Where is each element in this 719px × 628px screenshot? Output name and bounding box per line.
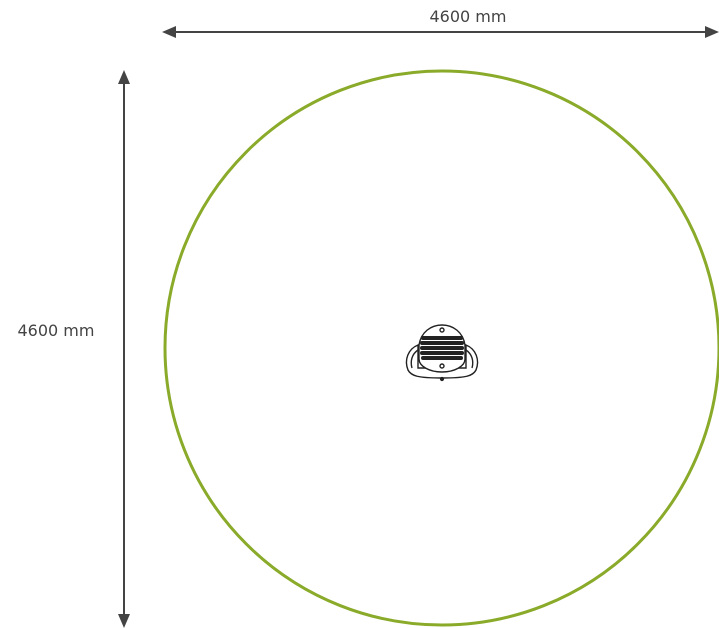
width-arrow-right-icon: [705, 26, 719, 38]
width-dimension: 4600 mm: [162, 2, 719, 38]
height-label: 4600 mm: [18, 321, 95, 340]
safety-zone-circle: [163, 69, 719, 627]
spring-rider-top-view-icon: [405, 324, 479, 382]
height-arrow-bottom-icon: [118, 614, 130, 628]
height-dimension: 4600 mm: [18, 70, 130, 628]
width-label-background: [410, 2, 528, 28]
width-label: 4600 mm: [430, 7, 507, 26]
height-arrow-top-icon: [118, 70, 130, 84]
width-arrow-left-icon: [162, 26, 176, 38]
